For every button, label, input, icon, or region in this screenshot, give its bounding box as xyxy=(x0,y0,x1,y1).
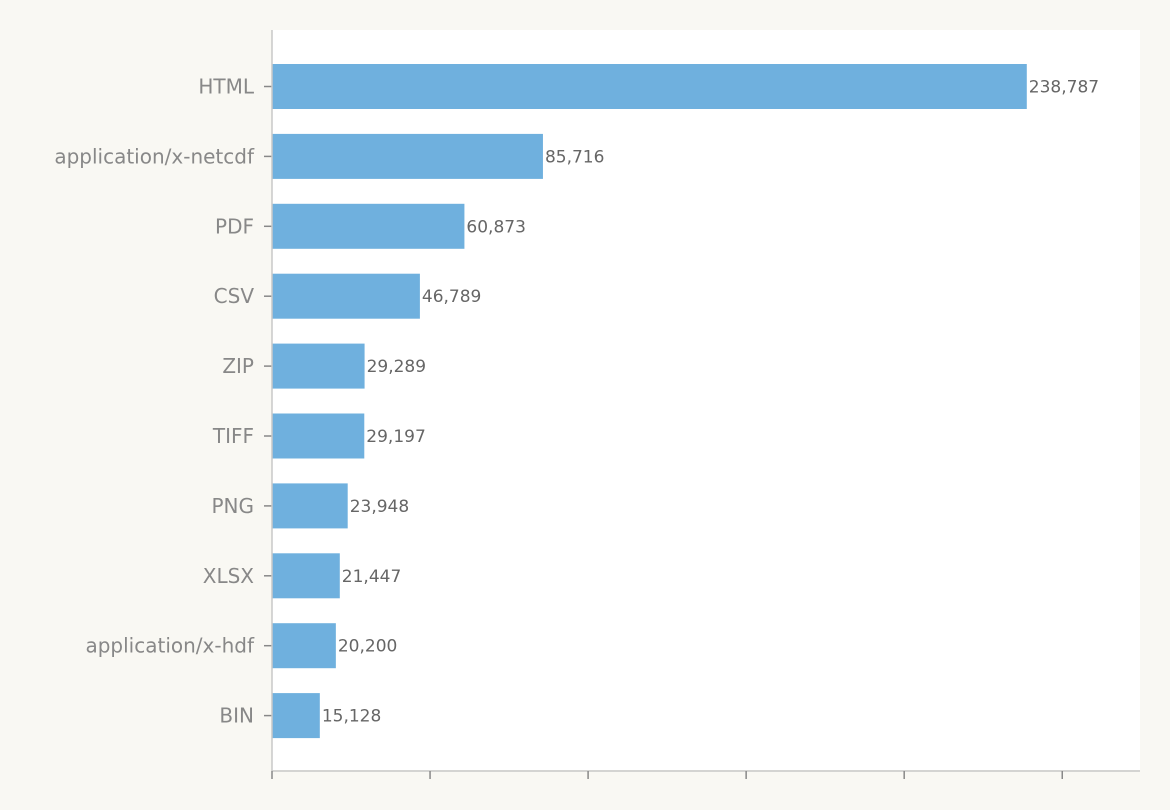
y-tick-label-4: ZIP xyxy=(222,354,254,378)
y-tick-label-1: application/x-netcdf xyxy=(54,144,255,168)
bar-8 xyxy=(272,623,336,669)
bar-9 xyxy=(272,693,320,739)
data-label-9: 15,128 xyxy=(322,707,381,727)
data-label-7: 21,447 xyxy=(342,567,401,587)
bar-6 xyxy=(272,483,348,529)
bar-7 xyxy=(272,553,340,599)
bar-1 xyxy=(272,133,543,179)
bar-2 xyxy=(272,203,465,249)
y-tick-label-6: PNG xyxy=(211,494,254,518)
bar-3 xyxy=(272,273,420,319)
data-label-1: 85,716 xyxy=(545,147,604,167)
bar-4 xyxy=(272,343,365,389)
data-label-8: 20,200 xyxy=(338,637,397,657)
data-label-2: 60,873 xyxy=(466,217,525,237)
data-label-4: 29,289 xyxy=(367,357,426,377)
bar-5 xyxy=(272,413,365,459)
y-tick-label-2: PDF xyxy=(215,214,254,238)
data-label-6: 23,948 xyxy=(350,497,409,517)
y-tick-label-9: BIN xyxy=(219,704,254,728)
data-label-0: 238,787 xyxy=(1029,78,1099,98)
y-tick-label-0: HTML xyxy=(198,75,255,99)
bar-0 xyxy=(272,64,1027,109)
data-label-5: 29,197 xyxy=(366,427,425,447)
data-label-3: 46,789 xyxy=(422,287,481,307)
y-tick-label-8: application/x-hdf xyxy=(85,634,254,658)
y-tick-label-5: TIFF xyxy=(212,424,254,448)
y-tick-label-3: CSV xyxy=(214,284,255,308)
y-tick-label-7: XLSX xyxy=(203,564,255,588)
